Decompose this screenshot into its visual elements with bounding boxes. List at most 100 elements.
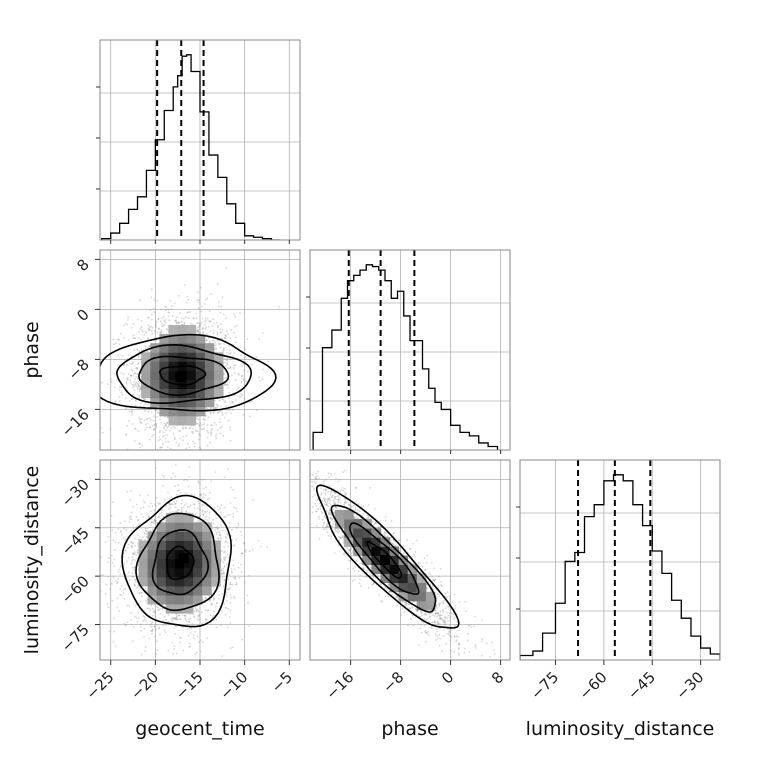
scatter-point bbox=[232, 564, 235, 567]
scatter-point bbox=[198, 328, 201, 331]
scatter-point bbox=[130, 541, 133, 543]
panel-frame bbox=[519, 459, 721, 661]
scatter-point bbox=[136, 551, 139, 553]
density-block bbox=[150, 388, 160, 399]
scatter-point bbox=[152, 611, 155, 614]
scatter-point bbox=[223, 558, 226, 561]
scatter-point bbox=[168, 495, 170, 497]
scatter-point bbox=[195, 430, 198, 433]
scatter-point bbox=[125, 380, 128, 383]
scatter-point bbox=[129, 379, 132, 382]
scatter-point bbox=[198, 425, 200, 428]
scatter-point bbox=[174, 436, 176, 439]
scatter-point bbox=[195, 317, 198, 319]
scatter-point bbox=[222, 350, 225, 353]
scatter-point bbox=[204, 510, 207, 513]
scatter-point bbox=[164, 505, 167, 508]
density-block bbox=[195, 334, 206, 344]
scatter-point bbox=[175, 500, 178, 502]
scatter-point bbox=[176, 497, 179, 500]
scatter-point bbox=[175, 625, 177, 628]
scatter-point bbox=[193, 507, 196, 509]
scatter-point bbox=[156, 605, 159, 608]
scatter-point bbox=[199, 325, 202, 327]
scatter-point bbox=[155, 320, 158, 323]
scatter-point bbox=[206, 674, 208, 676]
scatter-point bbox=[167, 311, 170, 314]
scatter-point bbox=[130, 542, 133, 544]
scatter-point bbox=[176, 509, 179, 512]
scatter-point bbox=[138, 416, 141, 419]
scatter-point bbox=[224, 365, 227, 367]
scatter-point bbox=[140, 422, 143, 425]
scatter-point bbox=[197, 451, 199, 453]
scatter-point bbox=[160, 511, 163, 514]
scatter-point bbox=[150, 456, 152, 458]
panel-content-hist-0 bbox=[100, 40, 300, 240]
scatter-point bbox=[175, 613, 178, 615]
scatter-point bbox=[89, 598, 91, 600]
scatter-point bbox=[208, 340, 211, 343]
scatter-point bbox=[151, 633, 153, 635]
scatter-point bbox=[136, 387, 139, 389]
scatter-point bbox=[120, 566, 122, 568]
scatter-point bbox=[198, 322, 201, 325]
scatter-point bbox=[144, 428, 147, 431]
scatter-point bbox=[227, 587, 230, 590]
scatter-point bbox=[183, 504, 186, 506]
scatter-point bbox=[250, 400, 253, 403]
scatter-point bbox=[139, 388, 142, 390]
scatter-point bbox=[132, 386, 135, 389]
scatter-point bbox=[111, 582, 113, 585]
scatter-point bbox=[223, 377, 226, 380]
scatter-point bbox=[238, 396, 241, 398]
scatter-point bbox=[231, 409, 234, 412]
scatter-point bbox=[154, 520, 156, 523]
scatter-point bbox=[133, 372, 136, 375]
scatter-point bbox=[119, 531, 122, 533]
scatter-point bbox=[206, 519, 209, 522]
scatter-point bbox=[176, 618, 179, 621]
scatter-point bbox=[228, 391, 231, 394]
scatter-point bbox=[145, 587, 147, 590]
scatter-point bbox=[151, 614, 154, 617]
scatter-point bbox=[166, 421, 169, 424]
scatter-point bbox=[164, 437, 167, 440]
scatter-point bbox=[130, 375, 132, 377]
scatter-point bbox=[243, 398, 246, 400]
scatter-point bbox=[235, 538, 238, 541]
scatter-point bbox=[139, 358, 142, 361]
scatter-point bbox=[147, 329, 150, 332]
scatter-point bbox=[220, 504, 223, 507]
scatter-point bbox=[278, 306, 280, 308]
scatter-point bbox=[222, 570, 225, 573]
scatter-point bbox=[227, 588, 230, 591]
scatter-point bbox=[236, 389, 239, 392]
scatter-point bbox=[108, 630, 111, 632]
scatter-point bbox=[163, 320, 166, 322]
scatter-point bbox=[124, 397, 127, 399]
scatter-point bbox=[234, 496, 237, 499]
scatter-point bbox=[153, 509, 156, 512]
scatter-point bbox=[132, 337, 135, 340]
scatter-point bbox=[136, 367, 139, 370]
scatter-point bbox=[202, 332, 205, 334]
scatter-point bbox=[201, 423, 204, 426]
scatter-point bbox=[240, 563, 242, 566]
scatter-point bbox=[182, 506, 185, 509]
scatter-point bbox=[215, 514, 218, 516]
scatter-point bbox=[223, 670, 225, 672]
scatter-point bbox=[220, 405, 222, 407]
scatter-point bbox=[151, 505, 154, 508]
scatter-point bbox=[148, 326, 151, 328]
scatter-point bbox=[127, 373, 130, 375]
scatter-point bbox=[206, 297, 209, 300]
scatter-point bbox=[159, 446, 162, 449]
scatter-point bbox=[200, 310, 203, 313]
scatter-point bbox=[218, 342, 220, 345]
scatter-point bbox=[260, 545, 262, 548]
scatter-point bbox=[160, 331, 162, 334]
scatter-point bbox=[195, 610, 198, 613]
scatter-point bbox=[173, 645, 176, 647]
scatter-point bbox=[234, 379, 237, 381]
